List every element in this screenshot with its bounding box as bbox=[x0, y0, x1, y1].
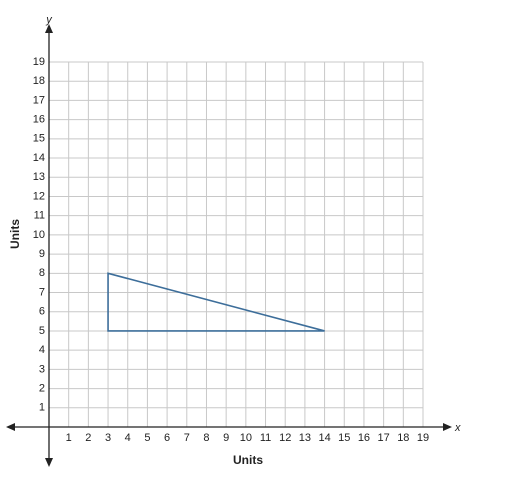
x-tick-label: 10 bbox=[240, 432, 252, 444]
x-tick-label: 11 bbox=[260, 432, 271, 444]
grid bbox=[49, 61, 424, 427]
x-tick-label: 9 bbox=[223, 432, 229, 444]
y-tick-label: 15 bbox=[33, 133, 45, 145]
y-tick-label: 3 bbox=[39, 363, 45, 375]
x-tick-label: 3 bbox=[105, 432, 111, 444]
y-tick-label: 19 bbox=[33, 56, 45, 68]
y-tick-label: 13 bbox=[33, 171, 45, 183]
y-tick-label: 18 bbox=[33, 75, 45, 87]
x-tick-label: 5 bbox=[144, 432, 150, 444]
y-tick-label: 12 bbox=[33, 190, 45, 202]
x-tick-label: 1 bbox=[66, 432, 72, 444]
y-axis-name: y bbox=[45, 14, 53, 26]
x-tick-label: 12 bbox=[279, 432, 291, 444]
y-tick-label: 9 bbox=[39, 248, 45, 260]
y-axis-label: Units bbox=[8, 219, 22, 249]
y-tick-label: 14 bbox=[33, 152, 45, 164]
x-tick-label: 16 bbox=[358, 432, 370, 444]
y-tick-label: 5 bbox=[39, 325, 45, 337]
y-tick-label: 16 bbox=[33, 114, 45, 126]
x-tick-label: 18 bbox=[397, 432, 409, 444]
y-tick-label: 6 bbox=[39, 306, 45, 318]
y-tick-label: 17 bbox=[33, 94, 45, 106]
x-tick-label: 15 bbox=[338, 432, 350, 444]
triangle bbox=[107, 272, 325, 332]
x-tick-label: 7 bbox=[184, 432, 190, 444]
y-tick-label: 10 bbox=[33, 229, 45, 241]
y-tick-label: 7 bbox=[39, 286, 45, 298]
x-axis-name: x bbox=[454, 422, 461, 434]
y-arrow-down bbox=[45, 458, 53, 467]
x-tick-label: 2 bbox=[85, 432, 91, 444]
x-tick-label: 6 bbox=[164, 432, 170, 444]
x-tick-label: 4 bbox=[125, 432, 131, 444]
y-tick-label: 11 bbox=[34, 210, 45, 222]
x-tick-label: 14 bbox=[318, 432, 330, 444]
y-tick-label: 2 bbox=[39, 382, 45, 394]
y-arrow-up bbox=[45, 24, 53, 33]
y-tick-label: 8 bbox=[39, 267, 45, 279]
y-tick-label: 4 bbox=[39, 344, 45, 356]
y-tick-label: 1 bbox=[39, 402, 45, 414]
x-tick-label: 8 bbox=[203, 432, 209, 444]
x-arrow-right bbox=[443, 423, 452, 431]
x-arrow-left bbox=[6, 423, 15, 431]
x-axis-label: Units bbox=[233, 453, 263, 467]
x-tick-label: 13 bbox=[299, 432, 311, 444]
x-tick-label: 19 bbox=[417, 432, 429, 444]
x-tick-label: 17 bbox=[378, 432, 390, 444]
